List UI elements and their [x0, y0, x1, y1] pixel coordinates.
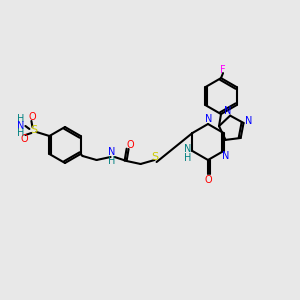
Text: S: S — [30, 125, 37, 135]
Text: H: H — [108, 156, 115, 166]
Text: N: N — [17, 121, 24, 131]
Text: N: N — [224, 106, 232, 116]
Text: O: O — [127, 140, 134, 150]
Text: H: H — [17, 114, 24, 124]
Text: O: O — [28, 112, 36, 122]
Text: H: H — [184, 153, 191, 163]
Text: N: N — [245, 116, 252, 126]
Text: N: N — [184, 144, 191, 154]
Text: N: N — [108, 147, 115, 157]
Text: S: S — [151, 152, 158, 162]
Text: O: O — [21, 134, 28, 144]
Text: F: F — [220, 65, 226, 75]
Text: N: N — [205, 114, 213, 124]
Text: O: O — [204, 175, 212, 185]
Text: N: N — [222, 151, 229, 161]
Text: H: H — [17, 128, 24, 138]
